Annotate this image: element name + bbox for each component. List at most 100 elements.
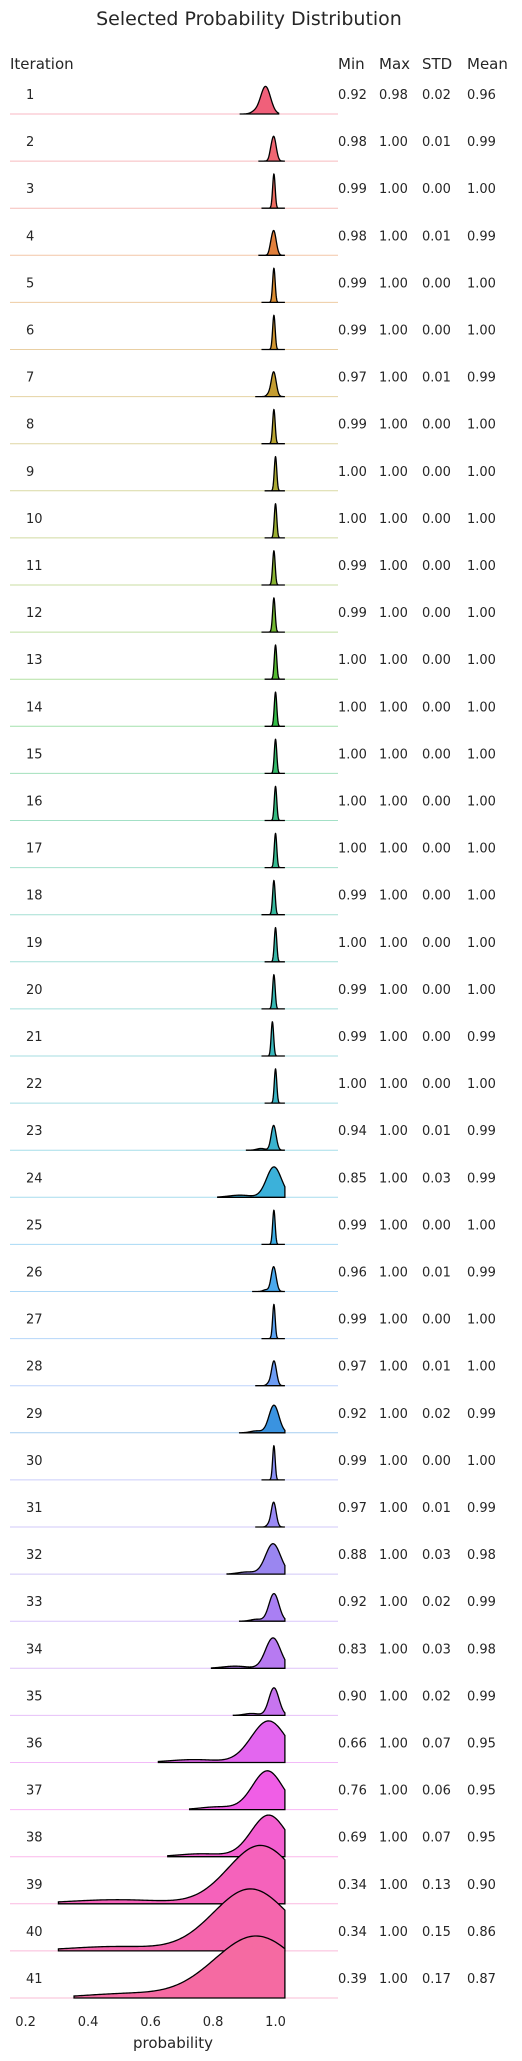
iteration-label: 7 — [26, 371, 34, 386]
row-min-value: 0.99 — [338, 1030, 367, 1045]
ridge-density-4 — [258, 229, 285, 256]
iteration-label: 10 — [26, 512, 43, 527]
row-std-value: 0.00 — [422, 983, 451, 998]
row-max-value: 1.00 — [379, 276, 408, 291]
row-min-value: 1.00 — [338, 653, 367, 668]
iteration-label: 28 — [26, 1360, 43, 1375]
row-max-value: 1.00 — [379, 795, 408, 810]
ridge-density-26 — [252, 1265, 285, 1293]
row-min-value: 0.92 — [338, 88, 367, 103]
ridge-density-2 — [258, 135, 285, 162]
iteration-label: 26 — [26, 1266, 43, 1281]
ridge-density-30 — [261, 1444, 285, 1481]
iteration-label: 8 — [26, 418, 34, 433]
row-std-value: 0.07 — [422, 1737, 451, 1752]
header-mean: Mean — [467, 55, 508, 73]
iteration-label: 3 — [26, 182, 34, 197]
iteration-label: 11 — [26, 559, 43, 574]
row-min-value: 0.92 — [338, 1595, 367, 1610]
iteration-label: 41 — [26, 1972, 43, 1987]
row-std-value: 0.00 — [422, 795, 451, 810]
row-max-value: 1.00 — [379, 1407, 408, 1422]
ridge-density-32 — [226, 1543, 286, 1575]
row-mean-value: 1.00 — [467, 653, 496, 668]
row-mean-value: 1.00 — [467, 983, 496, 998]
row-max-value: 1.00 — [379, 1171, 408, 1186]
row-std-value: 0.01 — [422, 135, 451, 150]
iteration-label: 36 — [26, 1737, 43, 1752]
row-max-value: 1.00 — [379, 1784, 408, 1799]
row-mean-value: 1.00 — [467, 889, 496, 904]
x-axis: 0.2 0.4 0.6 0.8 1.0 — [15, 2015, 286, 2030]
ridge-density-17 — [264, 832, 285, 869]
ridge-density-9 — [264, 455, 285, 492]
row-min-value: 0.98 — [338, 229, 367, 244]
row-min-value: 0.90 — [338, 1689, 367, 1704]
ridge-density-41 — [73, 1935, 286, 1999]
ridge-density-23 — [245, 1124, 285, 1151]
row-min-value: 1.00 — [338, 1077, 367, 1092]
row-std-value: 0.07 — [422, 1831, 451, 1846]
ridge-density-13 — [264, 644, 285, 680]
iteration-label: 12 — [26, 606, 43, 621]
row-std-value: 0.00 — [422, 324, 451, 339]
row-min-value: 0.99 — [338, 418, 367, 433]
row-max-value: 1.00 — [379, 1548, 408, 1563]
row-mean-value: 1.00 — [467, 1454, 496, 1469]
row-max-value: 1.00 — [379, 1030, 408, 1045]
row-mean-value: 1.00 — [467, 512, 496, 527]
row-max-value: 1.00 — [379, 229, 408, 244]
ridge-density-27 — [261, 1303, 285, 1340]
row-max-value: 1.00 — [379, 936, 408, 951]
row-mean-value: 0.90 — [467, 1878, 496, 1893]
row-min-value: 0.99 — [338, 559, 367, 574]
row-mean-value: 0.99 — [467, 1030, 496, 1045]
ridge-density-19 — [264, 926, 285, 963]
row-std-value: 0.00 — [422, 465, 451, 480]
row-std-value: 0.00 — [422, 936, 451, 951]
row-std-value: 0.01 — [422, 229, 451, 244]
iteration-label: 17 — [26, 842, 43, 857]
iteration-label: 21 — [26, 1030, 43, 1045]
row-std-value: 0.01 — [422, 1266, 451, 1281]
row-max-value: 1.00 — [379, 1642, 408, 1657]
row-std-value: 0.00 — [422, 418, 451, 433]
row-min-value: 0.99 — [338, 606, 367, 621]
row-mean-value: 0.86 — [467, 1925, 496, 1940]
row-min-value: 0.83 — [338, 1642, 367, 1657]
row-min-value: 0.99 — [338, 1313, 367, 1328]
ridge-density-8 — [261, 408, 285, 445]
iteration-label: 33 — [26, 1595, 43, 1610]
row-max-value: 1.00 — [379, 1689, 408, 1704]
row-max-value: 1.00 — [379, 983, 408, 998]
row-mean-value: 0.95 — [467, 1784, 496, 1799]
row-max-value: 1.00 — [379, 1313, 408, 1328]
iteration-label: 27 — [26, 1313, 43, 1328]
row-mean-value: 0.99 — [467, 1407, 496, 1422]
row-std-value: 0.02 — [422, 88, 451, 103]
row-max-value: 1.00 — [379, 371, 408, 386]
row-max-value: 1.00 — [379, 1077, 408, 1092]
iteration-label: 18 — [26, 889, 43, 904]
iteration-label: 5 — [26, 276, 34, 291]
row-std-value: 0.01 — [422, 1124, 451, 1139]
row-min-value: 1.00 — [338, 842, 367, 857]
ridge-density-18 — [261, 879, 285, 916]
ridge-density-7 — [255, 371, 285, 398]
row-mean-value: 0.99 — [467, 229, 496, 244]
row-max-value: 1.00 — [379, 1831, 408, 1846]
iteration-label: 39 — [26, 1878, 43, 1893]
row-min-value: 0.97 — [338, 371, 367, 386]
row-mean-value: 0.99 — [467, 1595, 496, 1610]
ridge-density-37 — [188, 1770, 286, 1811]
iteration-label: 20 — [26, 983, 43, 998]
row-min-value: 0.39 — [338, 1972, 367, 1987]
row-max-value: 1.00 — [379, 324, 408, 339]
ridge-density-21 — [261, 1020, 285, 1057]
ridges-group — [10, 85, 338, 1999]
row-std-value: 0.00 — [422, 1030, 451, 1045]
row-mean-value: 0.99 — [467, 371, 496, 386]
row-std-value: 0.00 — [422, 1313, 451, 1328]
iteration-label: 34 — [26, 1642, 43, 1657]
row-mean-value: 1.00 — [467, 1077, 496, 1092]
